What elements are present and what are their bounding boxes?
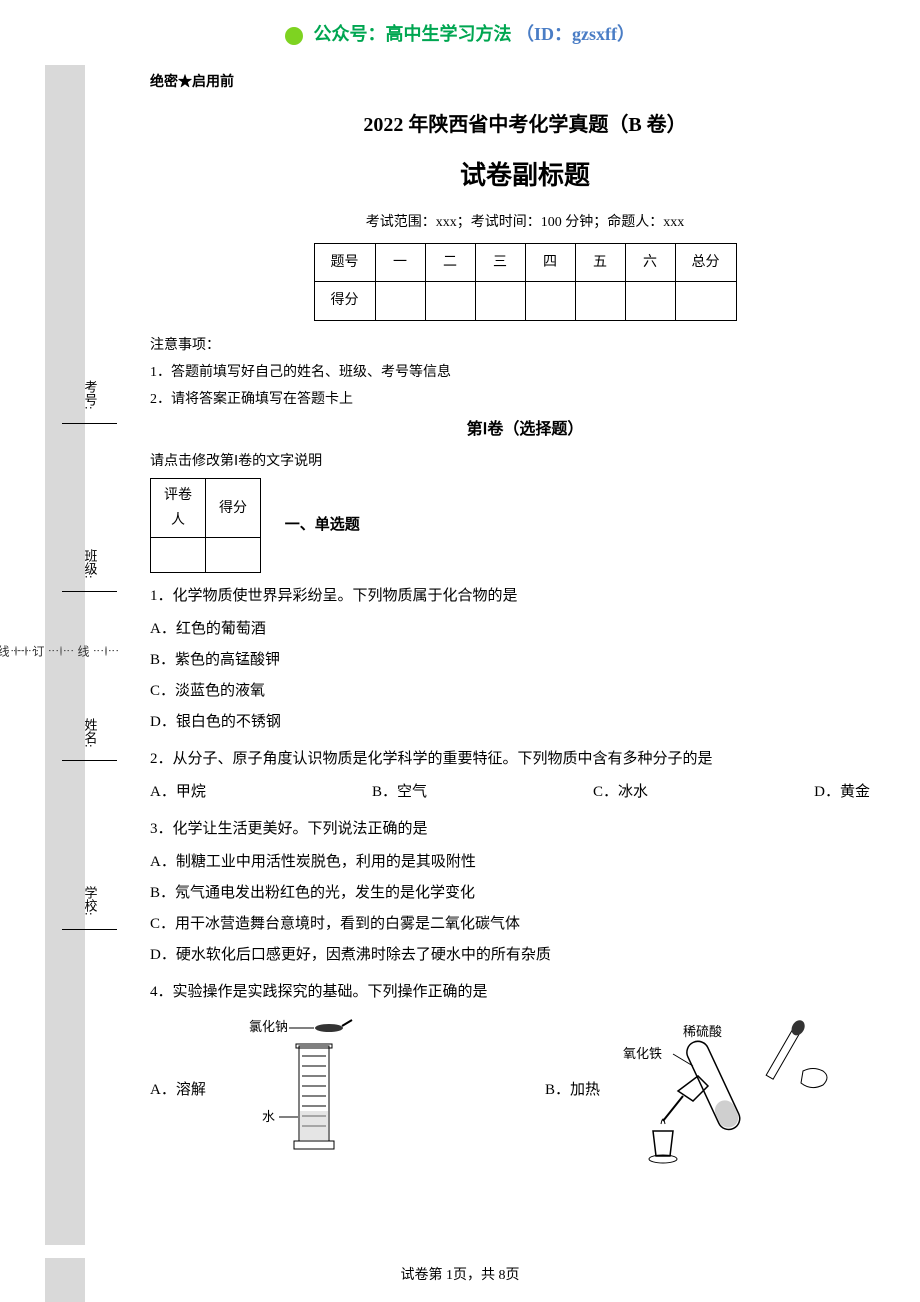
q3-opt-b: B．氖气通电发出粉红色的光，发生的是化学变化: [150, 880, 900, 907]
svg-text:水: 水: [262, 1109, 275, 1124]
score-table: 题号 一 二 三 四 五 六 总分 得分: [314, 243, 737, 320]
heating-diagram-icon: 稀硫酸 氧化铁: [608, 1016, 838, 1166]
q2-opt-a: A．甲烷: [150, 779, 206, 806]
svg-text:稀硫酸: 稀硫酸: [683, 1024, 722, 1039]
note-2: 2．请将答案正确填写在答题卡上: [150, 387, 900, 412]
exam-subtitle: 试卷副标题: [150, 153, 900, 200]
q2-opt-c: C．冰水: [593, 779, 648, 806]
q4-figures: A．溶解 氯化钠 水 B．加热: [150, 1016, 900, 1166]
wechat-icon: [285, 27, 303, 45]
q3-opt-a: A．制糖工业中用活性炭脱色，利用的是其吸附性: [150, 849, 900, 876]
exam-content: 绝密★启用前 2022 年陕西省中考化学真题（B 卷） 试卷副标题 考试范围：x…: [150, 70, 900, 1166]
question-type: 一、单选题: [285, 512, 360, 539]
q2-options: A．甲烷 B．空气 C．冰水 D．黄金: [150, 779, 900, 806]
margin-inner: ⋮ ⋮线 ⋮ ⋮订 ⋮ ⋮装 ⋮ ⋮内 ⋮ ⋮: [95, 0, 120, 1302]
q1-opt-b: B．紫色的高锰酸钾: [150, 647, 900, 674]
table-row: 得分: [314, 282, 736, 320]
header-label: 公众号：高中生学习方法: [314, 24, 512, 44]
page-footer: 试卷第 1页，共 8页: [0, 1264, 920, 1284]
table-row: 题号 一 二 三 四 五 六 总分: [314, 244, 736, 282]
svg-text:氯化钠: 氯化钠: [249, 1019, 288, 1034]
q3-opt-c: C．用干冰营造舞台意境时，看到的白雾是二氧化碳气体: [150, 911, 900, 938]
confidential-label: 绝密★启用前: [150, 70, 900, 95]
question-2: 2．从分子、原子角度认识物质是化学科学的重要特征。下列物质中含有多种分子的是: [150, 746, 900, 773]
section-1-instruction: 请点击修改第Ⅰ卷的文字说明: [150, 449, 900, 474]
dissolve-diagram-icon: 氯化钠 水: [214, 1016, 354, 1166]
exam-title: 2022 年陕西省中考化学真题（B 卷）: [150, 107, 900, 143]
question-4: 4．实验操作是实践探究的基础。下列操作正确的是: [150, 979, 900, 1006]
figure-b: B．加热 稀硫酸 氧化铁: [545, 1016, 900, 1166]
q2-opt-b: B．空气: [372, 779, 427, 806]
question-1: 1．化学物质使世界异彩纷呈。下列物质属于化合物的是: [150, 583, 900, 610]
q1-opt-a: A．红色的葡萄酒: [150, 616, 900, 643]
question-3: 3．化学让生活更美好。下列说法正确的是: [150, 816, 900, 843]
section-1-title: 第Ⅰ卷（选择题）: [150, 416, 900, 445]
q1-opt-c: C．淡蓝色的液氧: [150, 678, 900, 705]
note-1: 1．答题前填写好自己的姓名、班级、考号等信息: [150, 360, 900, 385]
figure-a: A．溶解 氯化钠 水: [150, 1016, 505, 1166]
q3-opt-d: D．硬水软化后口感更好，因煮沸时除去了硬水中的所有杂质: [150, 942, 900, 969]
q2-opt-d: D．黄金: [814, 779, 870, 806]
wechat-header: 公众号：高中生学习方法 （ID：gzsxff）: [0, 20, 920, 46]
notes-title: 注意事项：: [150, 333, 900, 358]
q1-opt-d: D．银白色的不锈钢: [150, 709, 900, 736]
svg-text:氧化铁: 氧化铁: [623, 1046, 662, 1061]
exam-info: 考试范围：xxx；考试时间：100 分钟；命题人：xxx: [150, 210, 900, 235]
grader-table: 评卷人得分: [150, 478, 261, 573]
